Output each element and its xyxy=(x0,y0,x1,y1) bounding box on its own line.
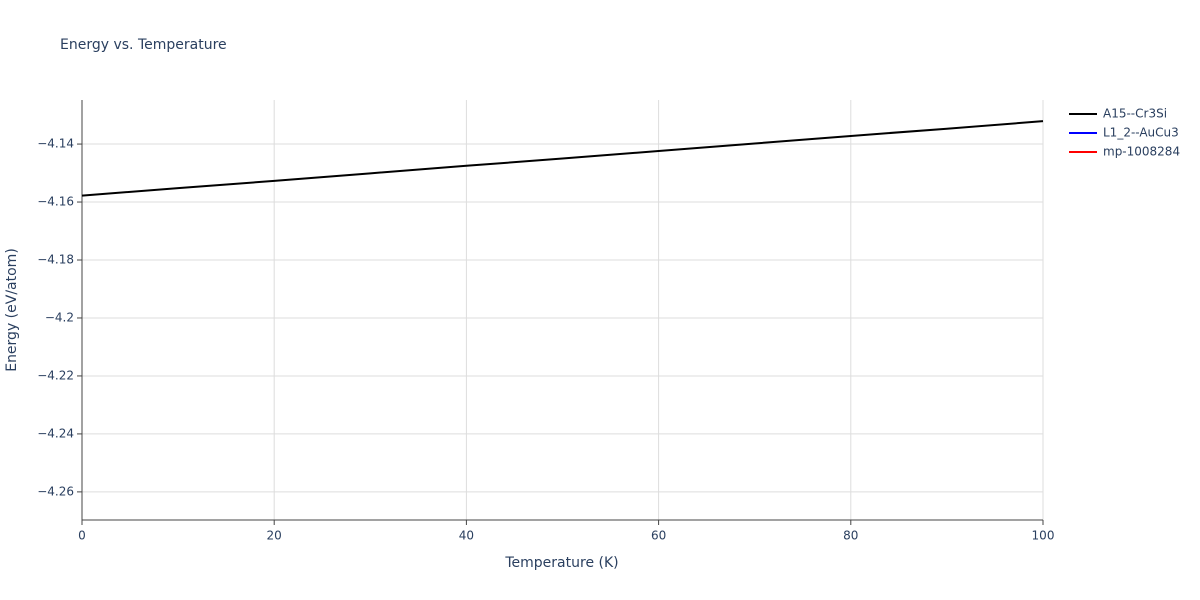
y-tick-label: −4.2 xyxy=(45,310,74,324)
x-tick-label: 80 xyxy=(843,529,858,543)
x-tick-label: 0 xyxy=(78,529,86,543)
legend-label: L1_2--AuCu3 xyxy=(1103,126,1179,140)
y-tick-label: −4.18 xyxy=(37,253,74,267)
chart-title: Energy vs. Temperature xyxy=(60,37,227,53)
x-tick-label: 100 xyxy=(1032,529,1055,543)
legend-label: mp-1008284 xyxy=(1103,145,1180,159)
series-line xyxy=(81,120,1044,197)
y-tick-label: −4.16 xyxy=(37,195,74,209)
y-tick-label: −4.14 xyxy=(37,137,74,151)
y-tick-label: −4.22 xyxy=(37,368,74,382)
y-tick-label: −4.26 xyxy=(37,484,74,498)
legend-label: A15--Cr3Si xyxy=(1103,107,1167,121)
y-tick-label: −4.24 xyxy=(37,426,74,440)
x-tick-label: 20 xyxy=(267,529,282,543)
x-tick-label: 60 xyxy=(651,529,666,543)
x-tick-label: 40 xyxy=(459,529,474,543)
x-axis-title: Temperature (K) xyxy=(504,555,618,571)
y-axis-title: Energy (eV/atom) xyxy=(4,248,20,372)
